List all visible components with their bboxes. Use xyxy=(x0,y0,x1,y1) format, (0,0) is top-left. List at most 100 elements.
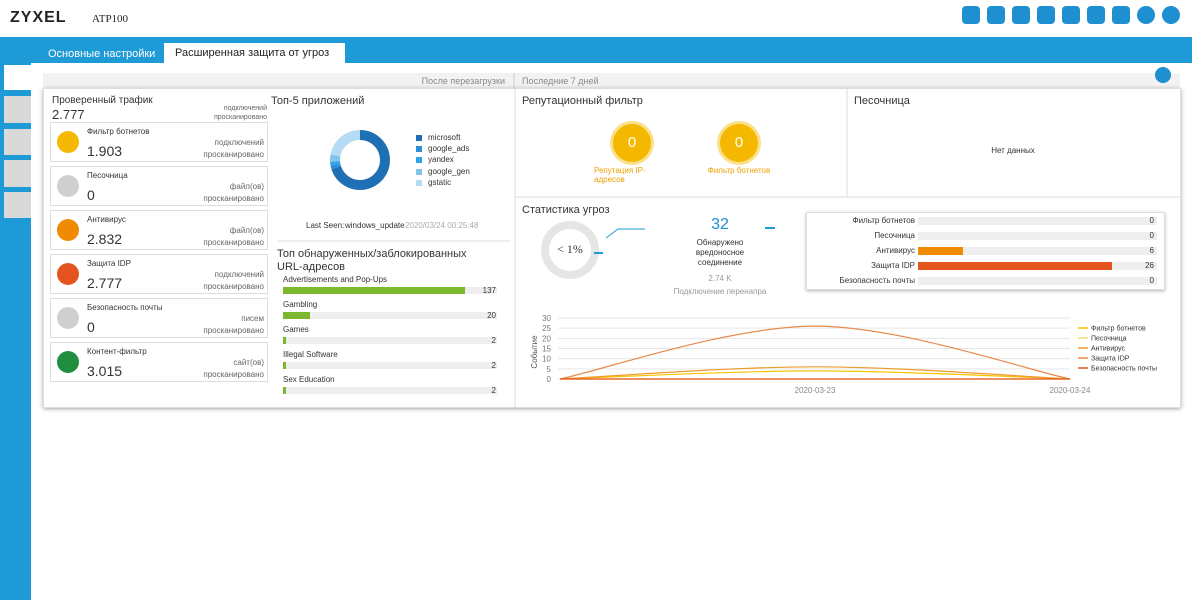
rep-label: Репутация IP-адресов xyxy=(594,166,646,185)
stat-card xyxy=(50,342,268,382)
series-line xyxy=(559,366,1071,380)
section-title: Статистика угроз xyxy=(522,204,610,216)
bar-track xyxy=(918,247,1157,255)
bar xyxy=(918,247,963,255)
sidebar-icon[interactable] xyxy=(4,65,31,90)
legend-label: Безопасность почты xyxy=(1091,366,1157,373)
bar-track xyxy=(283,387,497,394)
y-tick-label: 0 xyxy=(547,375,552,384)
header-icon[interactable] xyxy=(962,6,980,24)
threat-label: Песочница xyxy=(874,231,915,240)
legend-label: google_ads xyxy=(428,144,470,154)
section-title: Песочница xyxy=(854,95,910,107)
refresh-button[interactable] xyxy=(1155,67,1171,83)
sidebar-icon[interactable] xyxy=(4,192,31,218)
y-tick-label: 15 xyxy=(542,345,551,354)
stat-icon xyxy=(57,263,79,285)
last-seen-time: 2020/03/24 00:25:48 xyxy=(405,221,479,230)
sidebar-icon[interactable] xyxy=(4,96,31,123)
card-unit: подключений xyxy=(214,270,264,279)
card-value: 2.777 xyxy=(87,275,123,291)
header-icon[interactable] xyxy=(1012,6,1030,24)
header-icon[interactable] xyxy=(987,6,1005,24)
traffic-sub: просканировано xyxy=(213,114,267,121)
period-strip xyxy=(43,73,1180,88)
card-value: 1.903 xyxy=(87,143,123,159)
tab[interactable]: Основные настройки xyxy=(48,48,156,60)
bar-value: 20 xyxy=(487,311,496,320)
card-sub: просканировано xyxy=(203,238,264,247)
card-value: 0 xyxy=(87,187,95,203)
traffic-value: 2.777 xyxy=(52,107,85,122)
rep-circle xyxy=(720,124,758,162)
header-icon[interactable] xyxy=(1137,6,1155,24)
bar-value: 2 xyxy=(491,336,496,345)
bar xyxy=(918,262,1112,270)
threat-label: Фильтр ботнетов xyxy=(852,216,916,225)
series-line xyxy=(559,325,1071,380)
series-line xyxy=(559,370,1071,380)
donut-segment xyxy=(330,130,361,157)
redirect-label: Подключение перенапра xyxy=(673,287,767,296)
tab[interactable]: Расширенная защита от угроз xyxy=(175,47,330,59)
bar-track xyxy=(283,337,497,344)
bar-value: 2 xyxy=(491,386,496,395)
card-sub: просканировано xyxy=(203,194,264,203)
card-name: Контент-фильтр xyxy=(87,347,147,356)
rep-circle xyxy=(613,124,651,162)
bar xyxy=(283,287,465,294)
card-value: 3.015 xyxy=(87,363,123,379)
stat-icon xyxy=(57,131,79,153)
header-icon[interactable] xyxy=(1162,6,1180,24)
stat-icon xyxy=(57,219,79,241)
stat-icon xyxy=(57,307,79,329)
legend-swatch xyxy=(416,157,422,164)
bar xyxy=(283,387,286,394)
x-tick-label: 2020-03-23 xyxy=(795,386,836,395)
threat-label: Антивирус xyxy=(876,246,915,255)
section-title: Репутационный фильтр xyxy=(522,95,643,107)
card-name: Безопасность почты xyxy=(87,303,163,312)
last-seen-app: windows_update xyxy=(345,221,405,230)
rep-value: 0 xyxy=(734,134,744,151)
sidebar-icon[interactable] xyxy=(4,129,31,155)
bar-track xyxy=(918,217,1157,225)
bar-value: 26 xyxy=(1145,261,1154,270)
decor-line xyxy=(605,228,645,239)
y-tick-label: 10 xyxy=(542,355,551,364)
bar xyxy=(283,337,286,344)
url-label: Games xyxy=(283,325,309,334)
bar-track xyxy=(918,277,1157,285)
bar-track xyxy=(283,312,497,319)
legend-label: google_gen xyxy=(428,166,470,176)
card-unit: подключений xyxy=(214,138,264,147)
header-icon[interactable] xyxy=(1112,6,1130,24)
bar-value: 6 xyxy=(1149,246,1154,255)
card-value: 2.832 xyxy=(87,231,123,247)
active-tab[interactable] xyxy=(164,43,345,63)
period-label: После перезагрузки xyxy=(421,76,505,86)
legend-swatch xyxy=(416,168,422,175)
threat-label: Безопасность почты xyxy=(839,276,915,285)
card-name: Антивирус xyxy=(87,215,126,224)
stat-card xyxy=(50,254,268,294)
bar-value: 2 xyxy=(491,361,496,370)
bar-track xyxy=(918,232,1157,240)
empty-note: Нет данных xyxy=(991,146,1035,155)
sidebar-icon[interactable] xyxy=(4,160,31,187)
donut-segment xyxy=(331,130,390,190)
traffic-unit: подключений xyxy=(223,105,267,112)
legend-label: Защита IDP xyxy=(1091,356,1130,363)
legend-label: yandex xyxy=(428,155,454,165)
y-tick-label: 5 xyxy=(547,365,552,374)
stat-card xyxy=(50,166,268,206)
card-value: 0 xyxy=(87,319,95,335)
section-title: Топ обнаруженных/заблокированных URL-адр… xyxy=(277,248,467,273)
brand: ZYXEL xyxy=(10,9,67,26)
header-icon[interactable] xyxy=(1062,6,1080,24)
legend-swatch xyxy=(416,146,422,153)
header-icon[interactable] xyxy=(1087,6,1105,24)
header-icon[interactable] xyxy=(1037,6,1055,24)
